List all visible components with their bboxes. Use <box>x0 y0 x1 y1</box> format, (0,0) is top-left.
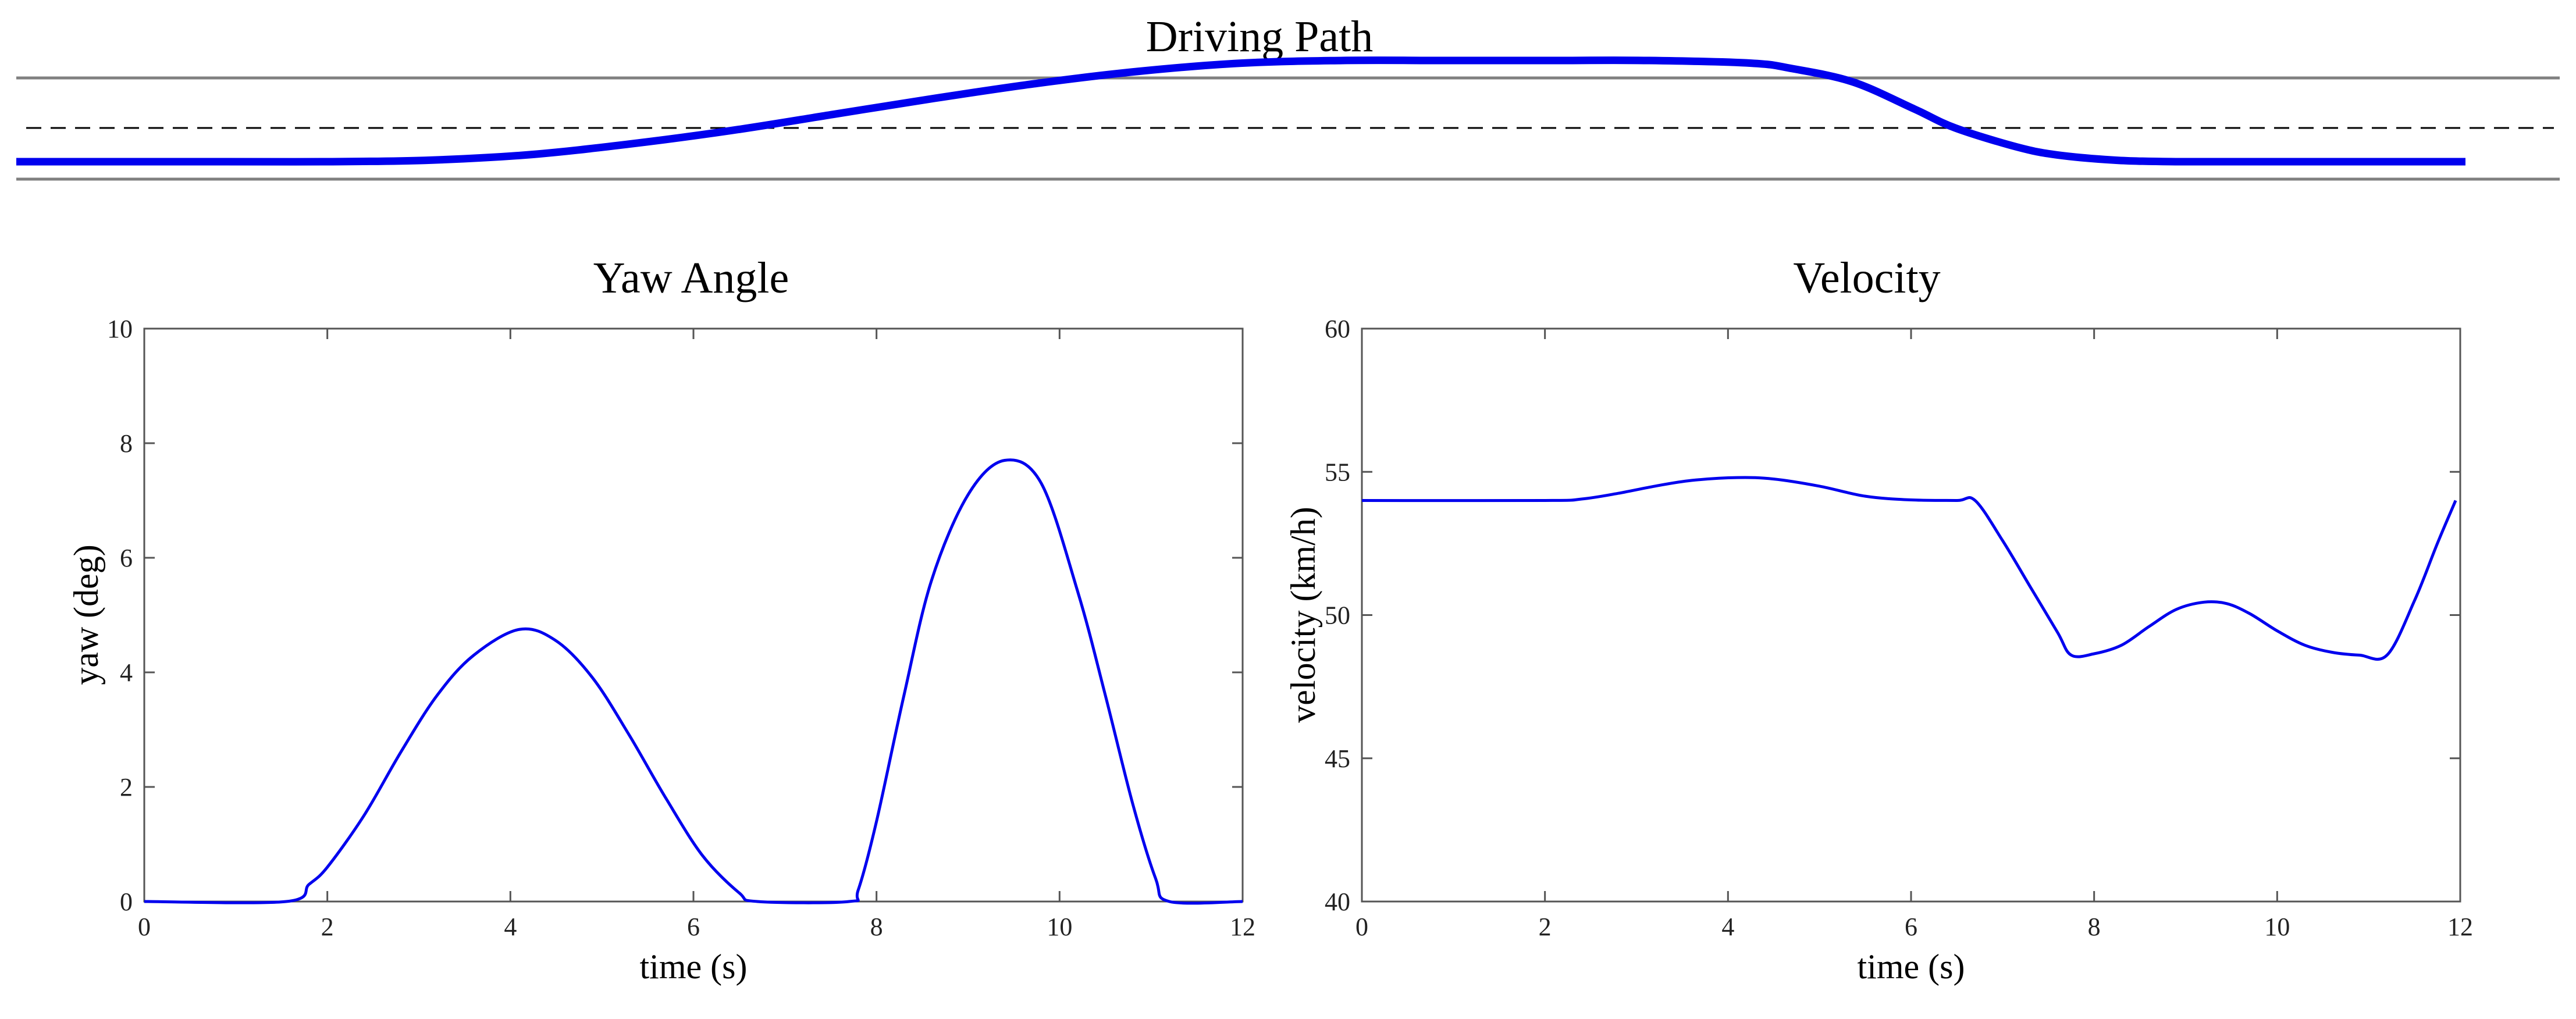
velocity-y-tick-label: 50 <box>1325 601 1350 630</box>
yaw-y-tick-label: 6 <box>120 544 133 572</box>
velocity-x-axis-label: time (s) <box>1858 947 1965 986</box>
yaw-x-tick-label: 6 <box>687 913 700 941</box>
yaw-y-tick-label: 10 <box>107 315 133 343</box>
velocity-plot-area <box>1361 327 2461 903</box>
velocity-chart-title: Velocity <box>1793 254 1940 302</box>
yaw-plot-area <box>143 327 1244 903</box>
yaw-ticks: 0 2 4 6 8 10 12 0 2 4 6 8 10 <box>107 315 1255 941</box>
yaw-series <box>144 458 1243 905</box>
driving-path-title: Driving Path <box>1146 12 1374 61</box>
velocity-y-tick-label: 60 <box>1325 315 1350 343</box>
velocity-x-tick-label: 4 <box>1721 913 1734 941</box>
yaw-y-tick-label: 2 <box>120 773 133 801</box>
yaw-x-tick-label: 4 <box>504 913 517 941</box>
driving-path-panel: Driving Path <box>16 12 2560 181</box>
velocity-y-tick-label: 45 <box>1325 744 1350 773</box>
velocity-x-tick-label: 8 <box>2088 913 2101 941</box>
velocity-x-tick-label: 6 <box>1905 913 1917 941</box>
yaw-angle-chart: Yaw Angle 0 2 4 6 8 10 12 0 2 4 6 8 10 time (s) yaw … <box>67 254 1255 986</box>
yaw-x-tick-label: 12 <box>1230 913 1255 941</box>
velocity-y-axis-label: velocity (km/h) <box>1284 507 1322 723</box>
yaw-series-line <box>144 458 1243 905</box>
path-series <box>16 56 2465 166</box>
yaw-x-axis-label: time (s) <box>640 947 748 986</box>
velocity-y-tick-label: 55 <box>1325 458 1350 486</box>
yaw-x-tick-label: 10 <box>1047 913 1072 941</box>
yaw-x-tick-label: 8 <box>870 913 883 941</box>
velocity-y-tick-label: 40 <box>1325 888 1350 916</box>
velocity-x-tick-label: 12 <box>2447 913 2473 941</box>
velocity-x-tick-label: 10 <box>2264 913 2290 941</box>
yaw-x-tick-label: 0 <box>138 913 151 941</box>
yaw-y-tick-label: 4 <box>120 658 133 687</box>
yaw-y-tick-label: 0 <box>120 888 133 916</box>
velocity-series <box>1361 476 2457 661</box>
yaw-x-tick-label: 2 <box>321 913 334 941</box>
velocity-x-tick-label: 2 <box>1539 913 1552 941</box>
yaw-y-tick-label: 8 <box>120 429 133 458</box>
yaw-chart-title: Yaw Angle <box>593 254 789 302</box>
velocity-series-line <box>1361 476 2457 661</box>
velocity-x-tick-label: 0 <box>1355 913 1368 941</box>
yaw-y-axis-label: yaw (deg) <box>67 544 105 685</box>
driving-path-line <box>16 56 2465 166</box>
velocity-chart: Velocity 0 2 4 6 8 10 12 40 45 50 55 60 time (s) ve… <box>1284 254 2473 986</box>
velocity-ticks: 0 2 4 6 8 10 12 40 45 50 55 60 <box>1325 315 2473 941</box>
